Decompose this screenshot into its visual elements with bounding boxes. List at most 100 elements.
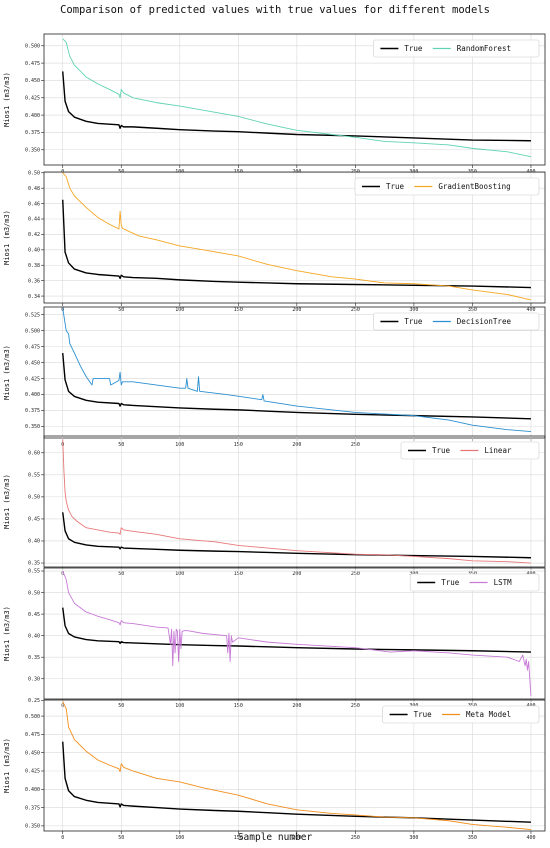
- y-tick-label: 0.450: [25, 360, 40, 366]
- y-tick-label: 0.350: [25, 147, 40, 153]
- legend-box: [373, 39, 540, 58]
- x-tick-label: 250: [351, 835, 360, 841]
- legend-label: True: [414, 710, 433, 719]
- x-tick-label: 350: [468, 835, 477, 841]
- x-axis-label: Sample number: [237, 832, 313, 843]
- y-tick-label: 0.500: [25, 714, 40, 720]
- series-line-true: [62, 741, 531, 823]
- y-tick-label: 0.45: [28, 612, 40, 618]
- x-tick-label: 100: [175, 835, 184, 841]
- series-line-linear: [62, 439, 531, 564]
- y-tick-label: 0.450: [25, 750, 40, 756]
- legend: True Linear: [400, 441, 540, 460]
- series-line-true: [62, 607, 531, 653]
- y-tick-label: 0.46: [28, 201, 40, 207]
- axes-frame: [43, 306, 546, 439]
- chart-panel-4: 0.350.400.450.500.550.600501001502002503…: [3, 435, 546, 577]
- y-axis-label: Mios1 (m3/m3): [3, 738, 11, 793]
- legend: True GradientBoosting: [354, 177, 540, 196]
- y-tick-label: 0.36: [28, 278, 40, 284]
- y-axis-label: Mios1 (m3/m3): [3, 474, 11, 529]
- y-axis-label: Mios1 (m3/m3): [3, 345, 11, 400]
- chart-panel-5: 0.250.300.350.400.450.500.55050100150200…: [3, 567, 546, 709]
- x-tick-label: 400: [526, 835, 535, 841]
- axes-frame: [43, 33, 546, 166]
- y-tick-label: 0.35: [28, 561, 40, 567]
- y-axis-label: Mios1 (m3/m3): [3, 210, 11, 265]
- legend-box: [373, 312, 540, 331]
- y-tick-label: 0.500: [25, 43, 40, 49]
- y-tick-label: 0.50: [28, 495, 40, 501]
- y-tick-label: 0.400: [25, 787, 40, 793]
- legend-label: LSTM: [494, 578, 513, 587]
- series-line-decisiontree: [62, 308, 531, 433]
- legend: True LSTM: [409, 573, 540, 592]
- x-tick-label: 300: [409, 835, 418, 841]
- y-tick-label: 0.375: [25, 408, 40, 414]
- y-tick-label: 0.50: [28, 590, 40, 596]
- legend-label: GradientBoosting: [438, 182, 510, 191]
- x-tick-label: 0: [61, 835, 64, 841]
- y-tick-label: 0.375: [25, 130, 40, 136]
- y-tick-label: 0.500: [25, 328, 40, 334]
- legend-box: [354, 177, 540, 196]
- x-tick-label: 50: [118, 835, 124, 841]
- y-tick-label: 0.60: [28, 450, 40, 456]
- series-line-randomforest: [62, 38, 532, 158]
- y-axis-label: Mios1 (m3/m3): [3, 606, 11, 661]
- y-tick-label: 0.44: [28, 217, 40, 223]
- legend-label: Linear: [484, 446, 512, 455]
- legend-label: RandomForest: [457, 44, 511, 53]
- series-line-lstm: [62, 570, 532, 697]
- axes-frame: [43, 435, 546, 568]
- legend-label: True: [432, 446, 451, 455]
- chart-panel-6: 0.350 0.375 0.400 0.425 0.450 0.475 0.500 0 50 10…: [3, 699, 546, 841]
- legend: True RandomForest: [373, 39, 540, 58]
- y-tick-label: 0.40: [28, 633, 40, 639]
- y-tick-label: 0.50: [28, 170, 40, 176]
- y-tick-label: 0.40: [28, 539, 40, 545]
- x-tick-label: 200: [292, 835, 301, 841]
- legend-label: True: [404, 317, 423, 326]
- y-tick-label: 0.425: [25, 376, 40, 382]
- y-tick-label: 0.48: [28, 186, 40, 192]
- y-tick-label: 0.45: [28, 517, 40, 523]
- chart-panel-3: 0.350 0.375 0.400 0.425 0.450 0.475 0.500 0.525…: [3, 306, 546, 448]
- legend: True DecisionTree: [373, 312, 540, 331]
- series-line-gradientboosting: [62, 172, 532, 301]
- axes-frame: [43, 699, 546, 832]
- chart-panel-1: 0.3500.3750.4000.4250.4500.4750.50005010…: [3, 33, 546, 175]
- legend-label: True: [404, 44, 423, 53]
- legend-label: Meta Model: [466, 710, 511, 719]
- y-tick-label: 0.30: [28, 676, 40, 682]
- y-tick-label: 0.375: [25, 805, 40, 811]
- y-tick-label: 0.55: [28, 473, 40, 479]
- y-axis-label: Mios1 (m3/m3): [3, 72, 11, 127]
- axes-frame: [43, 567, 546, 700]
- series-line-true: [62, 71, 531, 142]
- y-tick-label: 0.25: [28, 698, 40, 704]
- y-tick-label: 0.450: [25, 78, 40, 84]
- figure-title: Comparison of predicted values with true…: [60, 4, 490, 16]
- series-line-meta-model: [62, 701, 531, 830]
- legend-label: True: [441, 578, 460, 587]
- y-tick-label: 0.350: [25, 424, 40, 430]
- y-tick-label: 0.38: [28, 263, 40, 269]
- y-tick-label: 0.400: [25, 392, 40, 398]
- y-tick-label: 0.425: [25, 95, 40, 101]
- chart-panel-2: 0.340.360.380.400.420.440.460.480.500501…: [3, 170, 546, 313]
- y-tick-label: 0.42: [28, 232, 40, 238]
- x-tick-label: 150: [234, 835, 243, 841]
- y-tick-label: 0.425: [25, 769, 40, 775]
- y-tick-label: 0.475: [25, 732, 40, 738]
- y-tick-label: 0.475: [25, 344, 40, 350]
- y-tick-label: 0.400: [25, 113, 40, 119]
- series-line-true: [62, 199, 531, 289]
- series-line-true: [62, 512, 531, 559]
- legend-box: [382, 705, 540, 724]
- legend: True Meta Model: [382, 705, 540, 724]
- legend-label: True: [386, 182, 405, 191]
- y-tick-label: 0.475: [25, 61, 40, 67]
- y-tick-label: 0.35: [28, 655, 40, 661]
